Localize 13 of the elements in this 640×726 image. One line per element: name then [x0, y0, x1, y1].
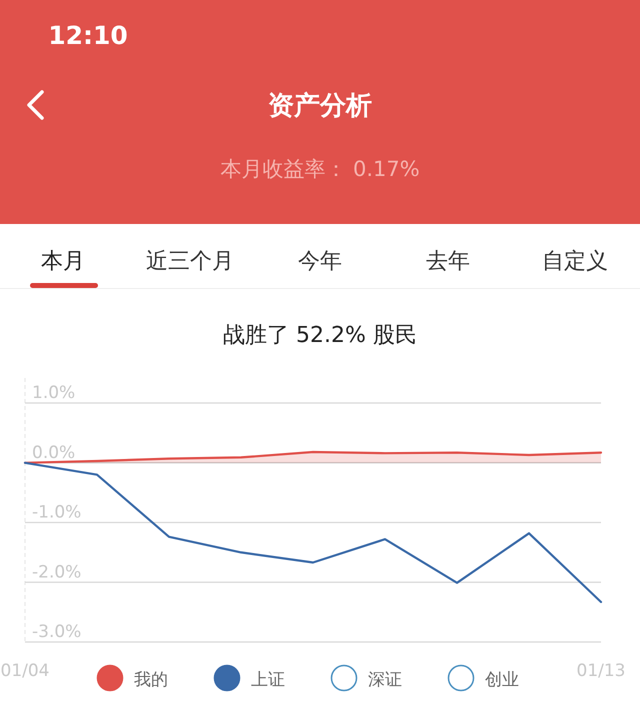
text: 去年	[426, 249, 470, 274]
text: 本月收益率： 0.17%	[220, 157, 420, 181]
text: 今年	[298, 249, 342, 274]
legend-label: 上证	[251, 670, 285, 690]
text: 近三个月	[146, 249, 234, 274]
text: 资产分析	[268, 91, 372, 121]
legend-label: 创业	[485, 670, 519, 690]
text: 本月	[41, 249, 85, 274]
text: 自定义	[542, 249, 608, 274]
legend-label: 我的	[134, 670, 168, 690]
legend-label: 深证	[368, 670, 402, 690]
text: 12:10	[48, 21, 128, 50]
chart-title: 战胜了 52.2% 股民	[223, 323, 417, 348]
